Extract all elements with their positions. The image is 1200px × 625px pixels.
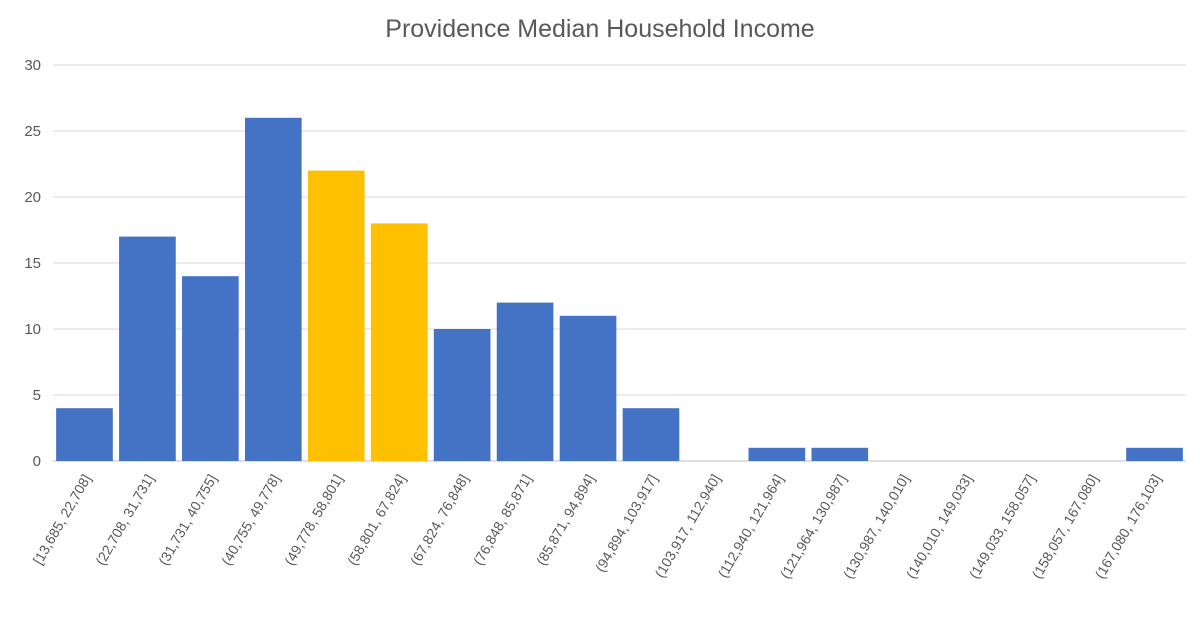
bar [244, 117, 302, 462]
y-axis-ticks: 0 5 10 15 20 25 30 [24, 57, 41, 470]
x-tick-label: (121,964, 130,987] [777, 472, 850, 582]
x-tick-label: (112,940, 121,964] [714, 472, 786, 581]
y-tick-label: 30 [24, 57, 41, 74]
x-tick-label: (158,057, 167,080] [1029, 472, 1102, 582]
bar [433, 329, 491, 461]
x-tick-label: (149,033, 158,057] [966, 472, 1039, 582]
x-tick-label: (49,778, 58,801] [281, 472, 346, 568]
x-tick-label: (167,080, 176,103] [1091, 472, 1164, 582]
y-tick-label: 15 [24, 255, 41, 272]
bar [370, 223, 428, 461]
bar [811, 447, 869, 461]
x-tick-label: (31,731, 40,755] [155, 472, 220, 568]
y-tick-label: 25 [24, 123, 41, 140]
bar [622, 408, 680, 461]
chart-title: Providence Median Household Income [385, 15, 814, 43]
x-tick-label: (76,848, 85,871] [470, 472, 535, 568]
x-tick-label: (140,010, 149,033] [903, 472, 976, 582]
x-tick-label: (40,755, 49,778] [218, 472, 283, 568]
bars [56, 117, 1183, 462]
bar [748, 447, 806, 461]
x-tick-label: (85,871, 94,894] [533, 472, 598, 568]
x-tick-label: (58,801, 67,824] [344, 472, 409, 568]
x-tick-label: (130,987, 140,010] [840, 472, 913, 582]
x-tick-label: (103,917, 112,940] [651, 472, 723, 581]
gridlines [53, 64, 1186, 462]
x-tick-label: (94,894, 103,917] [592, 472, 661, 575]
bar [119, 236, 176, 461]
bar [56, 408, 113, 461]
x-axis-ticks: [13,685, 22,708](22,708, 31,731](31,731,… [30, 472, 1165, 582]
bar [559, 315, 617, 461]
y-tick-label: 10 [24, 321, 41, 338]
bar [182, 276, 239, 461]
bar [496, 302, 554, 461]
x-tick-label: (67,824, 76,848] [407, 472, 472, 568]
y-tick-label: 0 [33, 453, 41, 470]
bar [1126, 447, 1183, 461]
x-tick-label: [13,685, 22,708] [30, 472, 94, 568]
y-tick-label: 5 [33, 387, 41, 404]
x-tick-label: (22,708, 31,731] [92, 472, 157, 568]
y-tick-label: 20 [24, 189, 41, 206]
bar [307, 170, 365, 461]
